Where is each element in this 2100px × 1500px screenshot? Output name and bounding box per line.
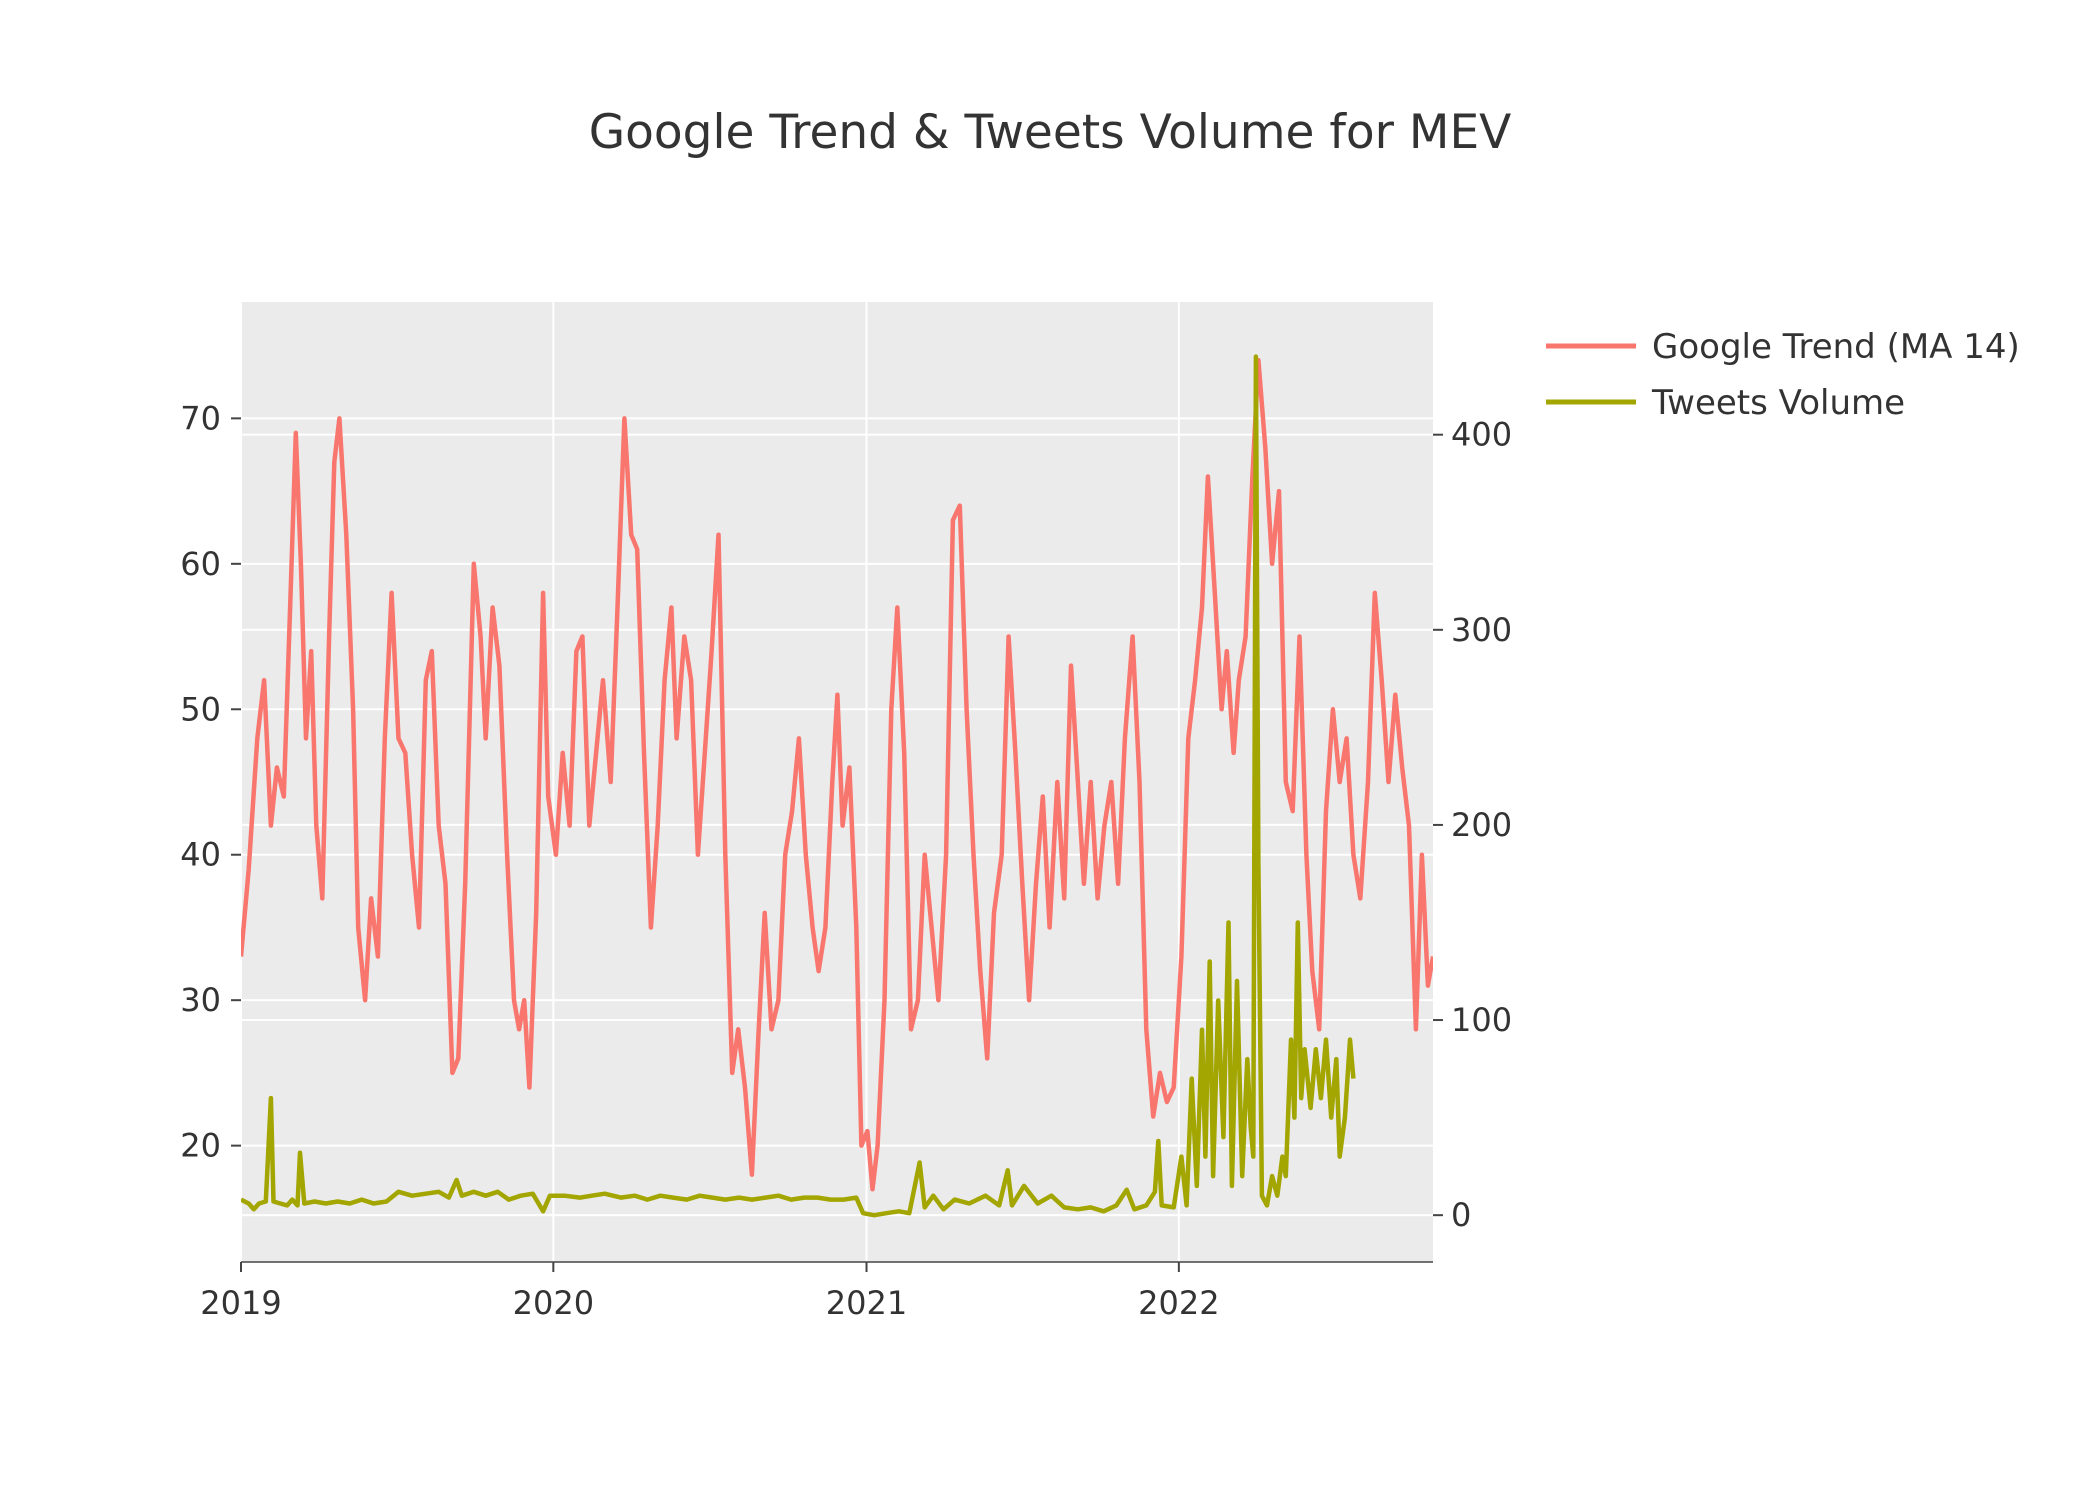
- y2-tick-label: 300: [1451, 611, 1512, 649]
- legend-label: Google Trend (MA 14): [1652, 327, 2020, 367]
- x-tick-label: 2022: [1138, 1284, 1219, 1322]
- y-axis-right: 0 100 200 300 400: [1433, 416, 1512, 1234]
- x-axis: 2019 2020 2021 2022: [200, 1261, 1433, 1322]
- y2-tick-label: 0: [1451, 1196, 1471, 1234]
- y-tick-label: 30: [180, 981, 221, 1019]
- y-tick-label: 50: [180, 690, 221, 728]
- x-tick-label: 2021: [826, 1284, 907, 1322]
- chart-title: Google Trend & Tweets Volume for MEV: [589, 105, 1512, 160]
- y-tick-label: 70: [180, 399, 221, 437]
- x-tick-label: 2019: [200, 1284, 281, 1322]
- legend-label: Tweets Volume: [1651, 383, 1905, 423]
- y-tick-label: 60: [180, 545, 221, 583]
- series-layer: [241, 354, 1433, 1218]
- y-tick-label: 40: [180, 836, 221, 874]
- y-tick-label: 20: [180, 1127, 221, 1165]
- x-tick-label: 2020: [513, 1284, 594, 1322]
- y2-tick-label: 200: [1451, 806, 1512, 844]
- series-line-tweets-volume: [241, 354, 1356, 1218]
- y-axis-left: 20 30 40 50 60 70: [180, 399, 241, 1165]
- series-line-google-trend-ma-14: [241, 357, 1433, 1192]
- x-gridlines: [240, 302, 1180, 1262]
- y2-tick-label: 400: [1451, 416, 1512, 454]
- legend: Google Trend (MA 14) Tweets Volume: [1546, 327, 2020, 423]
- y2-tick-label: 100: [1451, 1001, 1512, 1039]
